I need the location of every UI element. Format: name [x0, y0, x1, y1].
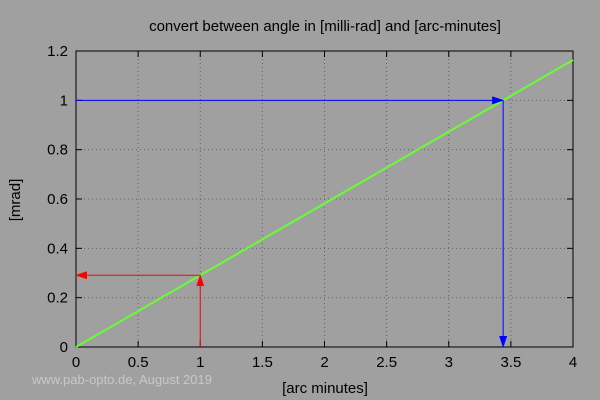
x-tick-label: 2	[320, 354, 328, 371]
x-axis-ticks: 0 0.5 1 1.5 2 2.5 3 3.5 4	[72, 51, 577, 371]
x-tick-label: 0	[72, 354, 80, 371]
series-line	[75, 59, 574, 348]
grid	[76, 51, 573, 347]
chart-title: convert between angle in [milli-rad] and…	[149, 18, 501, 35]
y-tick-label: 0.2	[47, 290, 68, 307]
y-tick-label: 0.4	[47, 240, 68, 257]
x-tick-label: 0.5	[128, 354, 149, 371]
x-tick-label: 1	[196, 354, 204, 371]
annotations	[75, 96, 508, 348]
watermark: www.pab-opto.de, August 2019	[31, 372, 212, 387]
x-axis-label: [arc minutes]	[282, 380, 368, 397]
series	[75, 59, 574, 348]
x-tick-label: 1.5	[252, 354, 273, 371]
x-tick-label: 3	[445, 354, 453, 371]
y-tick-label: 0	[60, 339, 68, 356]
x-tick-label: 4	[569, 354, 577, 371]
x-tick-label: 2.5	[376, 354, 397, 371]
y-axis-label: [mrad]	[7, 179, 24, 222]
y-tick-label: 1	[60, 92, 68, 109]
x-tick-label: 3.5	[500, 354, 521, 371]
y-tick-label: 1.2	[47, 43, 68, 60]
y-axis-ticks: 0 0.2 0.4 0.6 0.8 1 1.2	[47, 43, 573, 356]
y-tick-label: 0.8	[47, 142, 68, 159]
y-tick-label: 0.6	[47, 191, 68, 208]
